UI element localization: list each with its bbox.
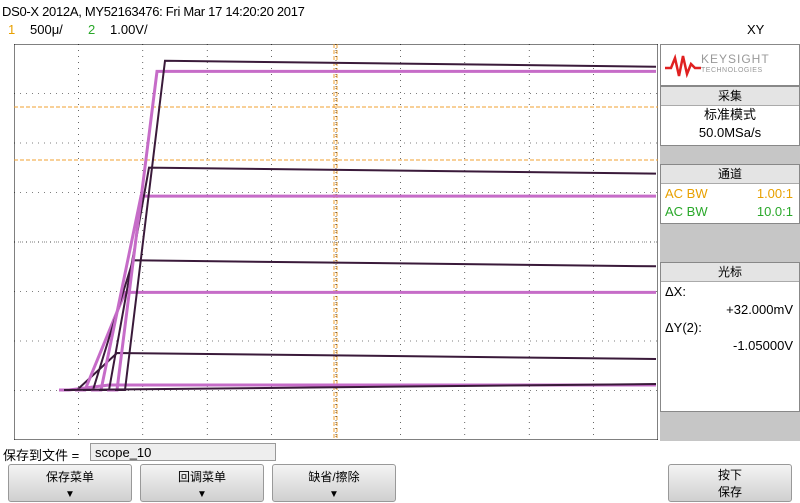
- arrow-down-icon: ▼: [329, 489, 339, 500]
- sample-rate: 50.0MSa/s: [698, 125, 762, 140]
- ch1-number[interactable]: 1: [8, 22, 16, 37]
- logo-sub: TECHNOLOGIES: [701, 67, 763, 74]
- ch1-coupling: AC BW: [665, 186, 708, 201]
- dx-label: ΔX:: [665, 284, 686, 299]
- ch2-probe: 10.0:1: [756, 204, 793, 219]
- channel-row-1[interactable]: AC BW 1.00:1: [661, 184, 799, 202]
- recall-menu-button[interactable]: 回调菜单 ▼: [140, 464, 264, 502]
- display-mode: XY: [747, 22, 765, 37]
- arrow-down-icon: ▼: [65, 489, 75, 500]
- logo-text: KEYSIGHT: [701, 52, 770, 66]
- ch1-probe: 1.00:1: [756, 186, 793, 201]
- save-label: 保存: [717, 485, 742, 499]
- acquire-header: 采集: [661, 87, 799, 106]
- acquire-section[interactable]: 采集 标准模式 50.0MSa/s: [660, 86, 800, 146]
- dy-value: -1.05000V: [733, 338, 793, 353]
- cursor-header: 光标: [661, 263, 799, 282]
- ch2-scale[interactable]: 1.00V/: [110, 22, 148, 37]
- dy-value-row: -1.05000V: [661, 336, 799, 354]
- trace-baseline: [63, 383, 657, 391]
- save-menu-label: 保存菜单: [45, 470, 94, 484]
- press-to-save-button[interactable]: 按下 保存: [668, 464, 792, 502]
- channel-row-2[interactable]: AC BW 10.0:1: [661, 202, 799, 220]
- arrow-down-icon: ▼: [197, 489, 207, 500]
- ch2-number[interactable]: 2: [88, 22, 96, 37]
- scope-display[interactable]: 2: [14, 44, 658, 440]
- channel-section[interactable]: 通道 AC BW 1.00:1 AC BW 10.0:1: [660, 164, 800, 224]
- acquire-mode: 标准模式: [703, 107, 756, 122]
- default-erase-button[interactable]: 缺省/擦除 ▼: [272, 464, 396, 502]
- header: DS0-X 2012A, MY52163476: Fri Mar 17 14:2…: [0, 0, 800, 44]
- keysight-wave-icon: [665, 54, 701, 78]
- ch1-scale[interactable]: 500μ/: [30, 22, 63, 37]
- keysight-logo: KEYSIGHT TECHNOLOGIES: [660, 44, 800, 86]
- recall-menu-label: 回调菜单: [177, 470, 226, 484]
- cursor-section[interactable]: 光标 ΔX: +32.000mV ΔY(2): -1.05000V: [660, 262, 800, 412]
- filename-field[interactable]: scope_10: [90, 443, 276, 461]
- dx-value: +32.000mV: [726, 302, 793, 317]
- dy-label: ΔY(2):: [665, 320, 702, 335]
- dx-value-row: +32.000mV: [661, 300, 799, 318]
- softkey-bar: 保存到文件 = scope_10 保存菜单 ▼ 回调菜单 ▼ 缺省/擦除 ▼ 按…: [0, 443, 800, 503]
- dy-label-row: ΔY(2):: [661, 318, 799, 336]
- save-to-file-label: 保存到文件 =: [3, 448, 80, 463]
- ch2-coupling: AC BW: [665, 204, 708, 219]
- title-bar: DS0-X 2012A, MY52163476: Fri Mar 17 14:2…: [2, 4, 305, 19]
- default-erase-label: 缺省/擦除: [308, 470, 360, 484]
- save-menu-button[interactable]: 保存菜单 ▼: [8, 464, 132, 502]
- press-label: 按下: [717, 468, 742, 482]
- channel-header: 通道: [661, 165, 799, 184]
- right-panel: KEYSIGHT TECHNOLOGIES 采集 标准模式 50.0MSa/s …: [660, 44, 800, 441]
- dx-label-row: ΔX:: [661, 282, 799, 300]
